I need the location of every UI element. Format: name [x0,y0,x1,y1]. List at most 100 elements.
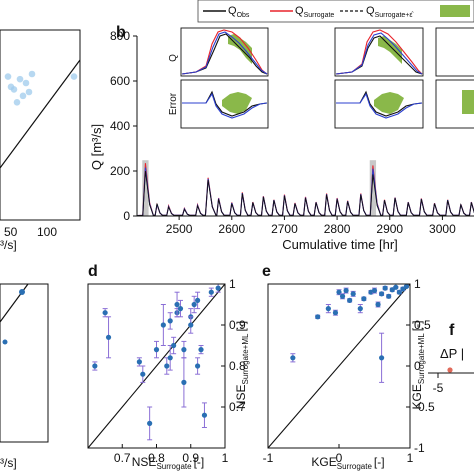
panel-b-inset-2 [334,27,424,129]
panel-b-x-tick-label: 2500 [166,222,193,236]
panel-d-point [208,289,214,295]
panel-e-point [403,283,410,290]
panel-f-point [447,367,453,373]
panel-c-point [19,289,25,295]
panel-c-xlabel-partial: ³/s] [0,456,17,470]
inset-1-q-obs [181,33,268,75]
panel-d-label: d [88,263,98,280]
panel-d-point [215,285,221,291]
panel-a-tick-50: 50 [4,225,18,239]
panel-e-y-tick-label: 0.5 [414,318,431,332]
inset-2-q-obs [335,35,423,75]
panel-a-point [28,70,36,78]
panel-e-point [343,287,349,294]
panel-d-point [188,322,194,328]
inset-2-q-frame [334,27,424,77]
panel-b-label: b [116,24,126,41]
panel-d-x-tick-label: 0.8 [148,451,165,465]
panel-d-x-tick-label: 1 [222,451,229,465]
inset-3-q-frame [435,27,474,77]
panel-b-y-tick-label: 400 [110,119,130,133]
panel-a-point [16,75,24,83]
panel-d-point [160,322,166,328]
panel-e-x-tick-label: 0 [336,451,343,465]
panel-c: ³/s] [0,283,49,470]
inset-1-q-frame [180,27,269,77]
panel-d-point [177,306,184,312]
inset-1-q-ylabel: Q [168,54,179,62]
panel-a-point [4,73,12,80]
panel-e-one-to-one-line [267,283,411,449]
legend-frame [197,0,474,23]
panel-e-ylabel: KGESurrogate+ML[-] [410,321,426,410]
legend-patch-error [440,5,470,17]
panel-e-x-tick-label: -1 [263,451,274,465]
inset-3-error-band [462,90,474,114]
panel-e-point [371,287,378,294]
panel-d-point [195,363,201,369]
panel-e-y-tick-label: 1 [414,277,421,291]
panel-a-xlabel-partial: ³/s] [0,238,17,252]
panel-d-y-tick-label: 0.8 [229,359,246,373]
panel-e-point [350,291,356,297]
panel-b-inset-1: Q Error [168,27,269,129]
panel-a-tick-100: 100 [37,225,57,239]
panel-b-x-tick-label: 3000 [429,222,456,236]
panel-b-inset-3 [435,27,474,129]
panel-b-highlight-spans [142,160,377,216]
panel-b: b Q [m³/s] 0 200 400 600 800 2500 2600 2700 280… [89,24,474,252]
panel-c-point [2,339,8,345]
inset-2-error-band [374,92,404,114]
panel-d-point [195,297,201,303]
panel-b-x-ticks: 2500 2600 2700 2800 2900 3000 [166,216,456,236]
panel-d-frame [87,283,226,449]
panel-e-point [290,355,296,361]
panel-e-point [357,306,363,312]
panel-f-tick-label: -5 [433,381,444,395]
panel-d-point [92,363,98,369]
panel-b-y-tick-label: 600 [110,74,130,88]
panel-e-point [393,284,399,290]
panel-e-point [332,310,339,316]
panel-a-point [7,83,15,91]
inset-2-q-surrogate [335,29,423,75]
legend-label-obs: QObs [228,5,250,19]
panel-d-point [191,301,197,308]
panel-e-point [361,296,367,302]
panel-d: d NSESurrogate+ML[-] NSESurrogate [-] 0.7… [87,263,250,471]
panel-e-point [386,293,392,299]
inset-1-error-ml [182,92,268,119]
panel-d-point [174,301,180,308]
panel-a-point [13,98,21,106]
panel-b-series [136,163,474,217]
panel-a: 50 100 ³/s] [0,29,81,252]
panel-d-point [153,347,160,353]
panel-d-y-tick-label: 0.7 [229,400,246,414]
panel-e-point [379,291,385,297]
panel-b-y-tick-label: 800 [110,29,130,43]
panel-e-x-tick-label: 1 [407,451,414,465]
panel-a-point [25,88,33,96]
panel-d-one-to-one-line [87,283,226,449]
inset-2-error-obs [336,90,423,117]
panel-d-point [181,379,187,385]
panel-b-obs-line [136,170,474,216]
panel-b-y-tick-label: 0 [123,209,130,223]
panel-d-ticks: 0.7 0.8 0.9 1 0.7 0.8 0.9 1 [114,277,246,465]
legend-label-surrogate: QSurrogate [295,5,334,19]
panel-d-point [167,355,173,361]
panel-a-points [4,70,78,106]
panel-d-point [136,359,142,365]
panel-b-x-tick-label: 2600 [218,222,245,236]
panel-f-text: ΔP | [440,346,464,361]
panel-d-x-tick-label: 0.7 [114,451,131,465]
panel-b-y-ticks: 0 200 400 600 800 [110,29,137,223]
panel-d-points [92,283,221,441]
panel-d-point [105,334,112,340]
panel-e-y-tick-label: -0.5 [414,400,435,414]
panel-a-point [22,79,30,87]
legend: QObs QSurrogate QSurrogate+ε̂ [197,0,474,23]
panel-e: e KGESurrogate+ML[-] KGESurrogate [-] -1 0… [262,263,435,471]
panel-d-point [201,412,208,418]
